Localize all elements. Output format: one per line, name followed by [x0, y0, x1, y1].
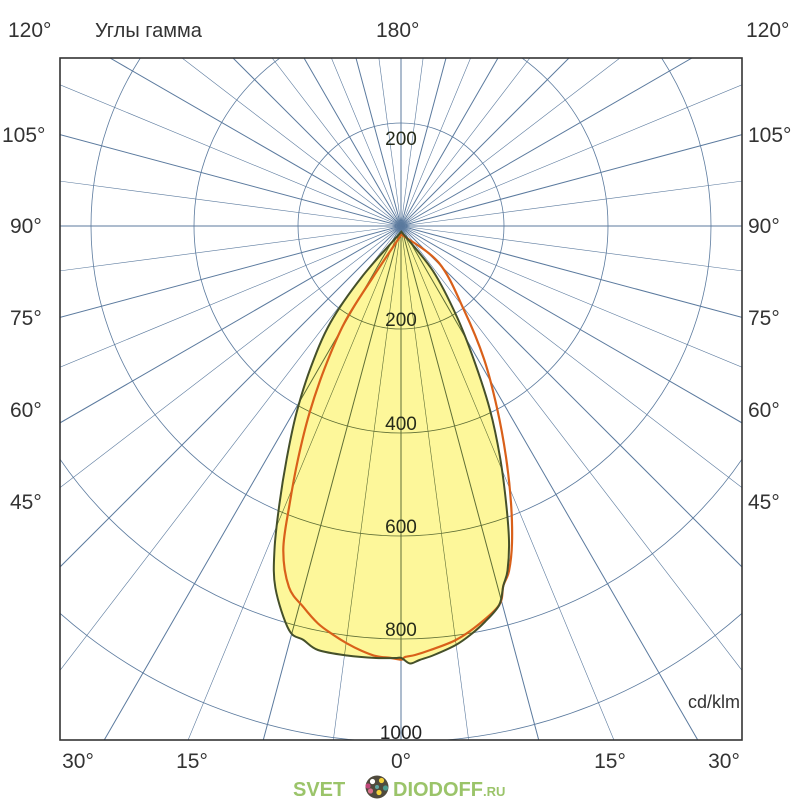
svg-text:75°: 75° [748, 307, 780, 330]
svg-text:45°: 45° [748, 491, 780, 514]
svg-text:800: 800 [385, 620, 417, 641]
svg-text:30°: 30° [708, 750, 740, 773]
svg-text:0°: 0° [391, 750, 411, 773]
svg-text:cd/klm: cd/klm [688, 692, 740, 712]
svg-text:DIODOFF: DIODOFF [393, 779, 483, 800]
svg-text:200: 200 [385, 310, 417, 331]
svg-text:180°: 180° [376, 19, 419, 42]
svg-text:Углы гамма: Углы гамма [95, 20, 203, 42]
svg-text:120°: 120° [746, 19, 789, 42]
svg-text:.RU: .RU [483, 784, 505, 799]
svg-text:SVET: SVET [293, 779, 345, 800]
svg-text:60°: 60° [10, 399, 42, 422]
svg-text:105°: 105° [748, 124, 791, 147]
svg-text:400: 400 [385, 414, 417, 435]
svg-text:120°: 120° [8, 19, 51, 42]
svg-text:30°: 30° [62, 750, 94, 773]
svg-text:15°: 15° [594, 750, 626, 773]
svg-text:60°: 60° [748, 399, 780, 422]
svg-text:200: 200 [385, 129, 417, 150]
svg-text:105°: 105° [2, 124, 45, 147]
svg-text:90°: 90° [748, 215, 780, 238]
svg-text:75°: 75° [10, 307, 42, 330]
svg-text:45°: 45° [10, 491, 42, 514]
svg-text:15°: 15° [176, 750, 208, 773]
svg-text:1000: 1000 [380, 723, 422, 744]
svg-text:90°: 90° [10, 215, 42, 238]
svg-text:600: 600 [385, 517, 417, 538]
